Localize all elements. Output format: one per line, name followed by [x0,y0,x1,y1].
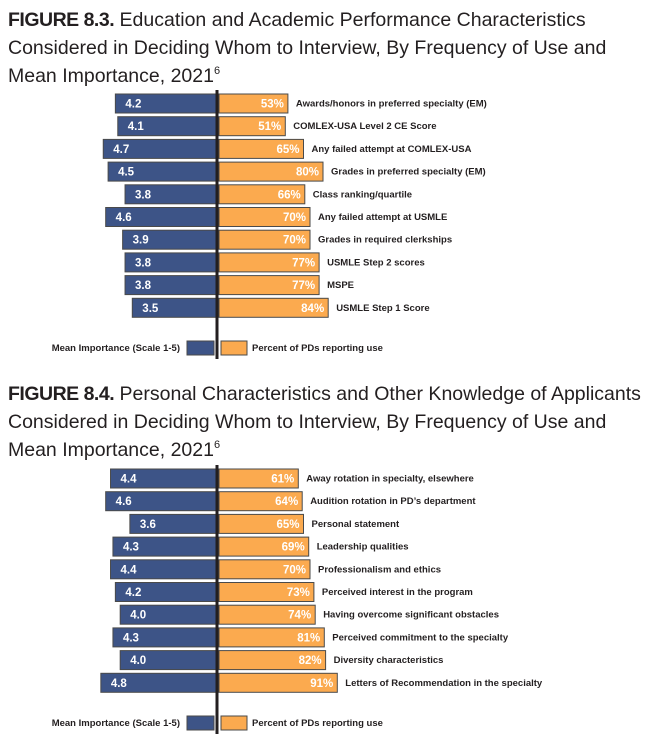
importance-value-label: 3.5 [142,303,159,315]
use-value-label: 64% [275,496,298,508]
category-label: Letters of Recommendation in the special… [345,678,543,689]
use-value-label: 70% [283,564,306,576]
category-label: Perceived commitment to the specialty [332,632,509,643]
use-value-label: 82% [299,655,322,667]
use-bar [218,161,324,182]
use-value-label: 69% [282,542,305,554]
figure-8-4-chart: 4.4 61% Away rotation in specialty, elsewh… [52,465,543,734]
category-label: Leadership qualities [317,542,409,553]
use-bar [218,252,320,273]
importance-value-label: 3.6 [140,519,156,531]
legend-swatch-importance [186,715,215,731]
importance-value-label: 4.1 [128,121,145,133]
footnote-ref: 6 [213,439,221,451]
use-bar [218,138,304,159]
use-value-label: 74% [288,610,311,622]
legend-swatch-use [220,340,248,356]
use-value-label: 66% [278,189,301,201]
legend-swatch-importance [186,340,215,356]
use-value-label: 84% [301,303,324,315]
importance-value-label: 4.6 [116,496,132,508]
category-label: Personal statement [312,519,400,530]
category-label: MSPE [327,280,354,291]
use-bar [218,513,304,534]
figure-8-3-title: FIGURE 8.3. Education and Academic Perfo… [8,6,658,90]
importance-value-label: 4.2 [125,99,141,111]
importance-value-label: 3.9 [133,235,149,247]
legend-label-use: Percent of PDs reporting use [252,343,383,354]
use-value-label: 53% [261,99,284,111]
category-label: Grades in required clerkships [318,235,452,246]
use-bar [218,627,325,648]
use-bar [218,116,286,137]
legend-label-use: Percent of PDs reporting use [252,718,383,729]
category-label: Away rotation in specialty, elsewhere [306,474,474,485]
category-label: Professionalism and ethics [318,564,441,575]
use-value-label: 61% [271,474,294,486]
importance-value-label: 4.6 [116,212,132,224]
use-value-label: 65% [276,144,299,156]
importance-value-label: 4.7 [113,144,129,156]
importance-value-label: 4.0 [130,610,146,622]
category-label: Any failed attempt at USMLE [318,212,447,223]
use-bar [218,582,315,602]
importance-value-label: 4.3 [123,632,139,644]
use-bar [218,559,311,580]
use-bar [218,672,338,693]
category-label: USMLE Step 2 scores [327,257,425,268]
category-label: Class ranking/quartile [313,189,412,200]
category-label: COMLEX-USA Level 2 CE Score [293,121,436,132]
use-value-label: 91% [310,678,333,690]
use-value-label: 73% [287,587,310,599]
use-bar [218,93,289,114]
footnote-ref: 6 [213,65,221,77]
use-value-label: 77% [292,257,315,269]
use-bar [218,184,306,205]
use-bar [218,650,327,671]
category-label: Having overcome significant obstacles [323,610,499,621]
importance-value-label: 3.8 [135,257,152,269]
figure-8-4-title: FIGURE 8.4. Personal Characteristics and… [8,380,658,464]
use-bar [218,207,311,227]
category-label: Perceived interest in the program [322,587,473,598]
figure-title: Personal Characteristics and Other Knowl… [8,383,641,461]
importance-value-label: 4.4 [121,564,138,576]
importance-value-label: 4.0 [130,655,146,667]
category-label: Diversity characteristics [334,655,444,666]
use-bar [218,468,299,489]
category-label: USMLE Step 1 Score [336,303,429,314]
use-value-label: 80% [296,167,319,179]
legend-label-importance: Mean Importance (Scale 1-5) [52,343,180,354]
use-value-label: 77% [292,280,315,292]
figure-label: FIGURE 8.4. [8,383,115,405]
legend-label-importance: Mean Importance (Scale 1-5) [52,718,180,729]
use-value-label: 70% [283,212,306,224]
category-label: Any failed attempt at COMLEX-USA [312,144,472,155]
use-bar [218,297,329,318]
importance-value-label: 4.3 [123,542,139,554]
category-label: Audition rotation in PD’s department [310,496,476,507]
legend-swatch-use [220,715,248,731]
importance-value-label: 3.8 [135,280,152,292]
figure-title: Education and Academic Performance Chara… [8,9,607,87]
figure-label: FIGURE 8.3. [8,9,115,31]
importance-value-label: 3.8 [135,189,152,201]
use-bar [218,536,310,557]
use-bar [218,229,311,250]
use-value-label: 65% [276,519,299,531]
importance-value-label: 4.8 [111,678,128,690]
use-value-label: 81% [297,632,320,644]
use-bar [218,604,316,625]
importance-value-label: 4.2 [125,587,141,599]
category-label: Awards/honors in preferred specialty (EM… [296,99,487,110]
figure-8-3-chart: 4.2 53% Awards/honors in preferred special… [52,90,487,359]
use-value-label: 51% [258,121,281,133]
use-bar [218,275,320,296]
importance-value-label: 4.4 [121,474,138,486]
use-value-label: 70% [283,235,306,247]
importance-value-label: 4.5 [118,167,135,179]
use-bar [218,491,303,512]
category-label: Grades in preferred specialty (EM) [331,167,486,178]
